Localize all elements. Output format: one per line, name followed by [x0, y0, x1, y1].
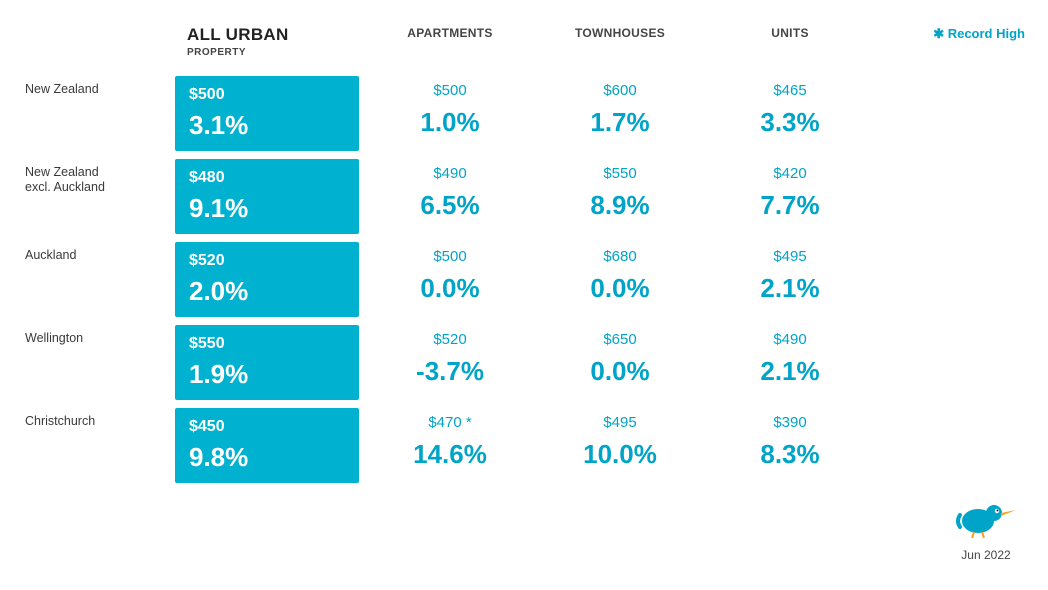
- price: $500: [189, 86, 347, 104]
- price: $390: [709, 414, 871, 431]
- percent-change: 9.8%: [189, 442, 347, 473]
- header-townhouses: TOWNHOUSES: [535, 20, 705, 72]
- percent-change: 2.1%: [709, 356, 871, 387]
- townhouses-cell: $550 8.9%: [535, 155, 705, 238]
- spacer: [875, 72, 1025, 155]
- header-empty: [25, 20, 175, 72]
- all-urban-cell: $550 1.9%: [175, 325, 359, 400]
- footer: Jun 2022: [954, 497, 1018, 562]
- percent-change: 2.0%: [189, 276, 347, 307]
- townhouses-cell: $680 0.0%: [535, 238, 705, 321]
- spacer: [875, 321, 1025, 404]
- header-all-urban-top: ALL URBAN: [187, 26, 365, 44]
- price: $470 *: [369, 414, 531, 431]
- units-cell: $420 7.7%: [705, 155, 875, 238]
- townhouses-cell: $650 0.0%: [535, 321, 705, 404]
- percent-change: 6.5%: [369, 190, 531, 221]
- price: $490: [369, 165, 531, 182]
- price: $550: [539, 165, 701, 182]
- row-label: New Zealandexcl. Auckland: [25, 155, 175, 238]
- all-urban-cell: $520 2.0%: [175, 242, 359, 317]
- units-cell: $390 8.3%: [705, 404, 875, 487]
- price: $600: [539, 82, 701, 99]
- price: $550: [189, 335, 347, 353]
- percent-change: 1.9%: [189, 359, 347, 390]
- spacer: [875, 155, 1025, 238]
- price: $495: [709, 248, 871, 265]
- footer-date: Jun 2022: [954, 548, 1018, 562]
- row-label: Wellington: [25, 321, 175, 404]
- price: $480: [189, 169, 347, 187]
- spacer: [875, 404, 1025, 487]
- price: $500: [369, 82, 531, 99]
- percent-change: 7.7%: [709, 190, 871, 221]
- percent-change: 1.7%: [539, 107, 701, 138]
- percent-change: 2.1%: [709, 273, 871, 304]
- row-label: New Zealand: [25, 72, 175, 155]
- units-cell: $495 2.1%: [705, 238, 875, 321]
- kiwi-bird-icon: [954, 497, 1018, 544]
- price: $465: [709, 82, 871, 99]
- row-label: Auckland: [25, 238, 175, 321]
- row-label: Christchurch: [25, 404, 175, 487]
- percent-change: 10.0%: [539, 439, 701, 470]
- apartments-cell: $470 * 14.6%: [365, 404, 535, 487]
- spacer: [875, 238, 1025, 321]
- rent-table: ALL URBAN PROPERTY APARTMENTS TOWNHOUSES…: [25, 20, 1023, 487]
- price: $420: [709, 165, 871, 182]
- price: $490: [709, 331, 871, 348]
- apartments-cell: $490 6.5%: [365, 155, 535, 238]
- percent-change: 8.3%: [709, 439, 871, 470]
- percent-change: 1.0%: [369, 107, 531, 138]
- units-cell: $465 3.3%: [705, 72, 875, 155]
- townhouses-cell: $600 1.7%: [535, 72, 705, 155]
- percent-change: 3.1%: [189, 110, 347, 141]
- percent-change: 0.0%: [539, 356, 701, 387]
- units-cell: $490 2.1%: [705, 321, 875, 404]
- price: $520: [369, 331, 531, 348]
- price: $495: [539, 414, 701, 431]
- header-all-urban: ALL URBAN PROPERTY: [175, 20, 365, 72]
- apartments-cell: $500 1.0%: [365, 72, 535, 155]
- percent-change: 8.9%: [539, 190, 701, 221]
- apartments-cell: $500 0.0%: [365, 238, 535, 321]
- percent-change: 0.0%: [539, 273, 701, 304]
- percent-change: 14.6%: [369, 439, 531, 470]
- legend-record-high: ✱ Record High: [875, 20, 1025, 72]
- percent-change: 0.0%: [369, 273, 531, 304]
- price: $680: [539, 248, 701, 265]
- price: $450: [189, 418, 347, 436]
- percent-change: 3.3%: [709, 107, 871, 138]
- townhouses-cell: $495 10.0%: [535, 404, 705, 487]
- apartments-cell: $520 -3.7%: [365, 321, 535, 404]
- percent-change: -3.7%: [369, 356, 531, 387]
- percent-change: 9.1%: [189, 193, 347, 224]
- header-apartments: APARTMENTS: [365, 20, 535, 72]
- price: $650: [539, 331, 701, 348]
- all-urban-cell: $480 9.1%: [175, 159, 359, 234]
- price: $500: [369, 248, 531, 265]
- header-all-urban-sub: PROPERTY: [187, 47, 246, 58]
- all-urban-cell: $500 3.1%: [175, 76, 359, 151]
- price: $520: [189, 252, 347, 270]
- all-urban-cell: $450 9.8%: [175, 408, 359, 483]
- header-units: UNITS: [705, 20, 875, 72]
